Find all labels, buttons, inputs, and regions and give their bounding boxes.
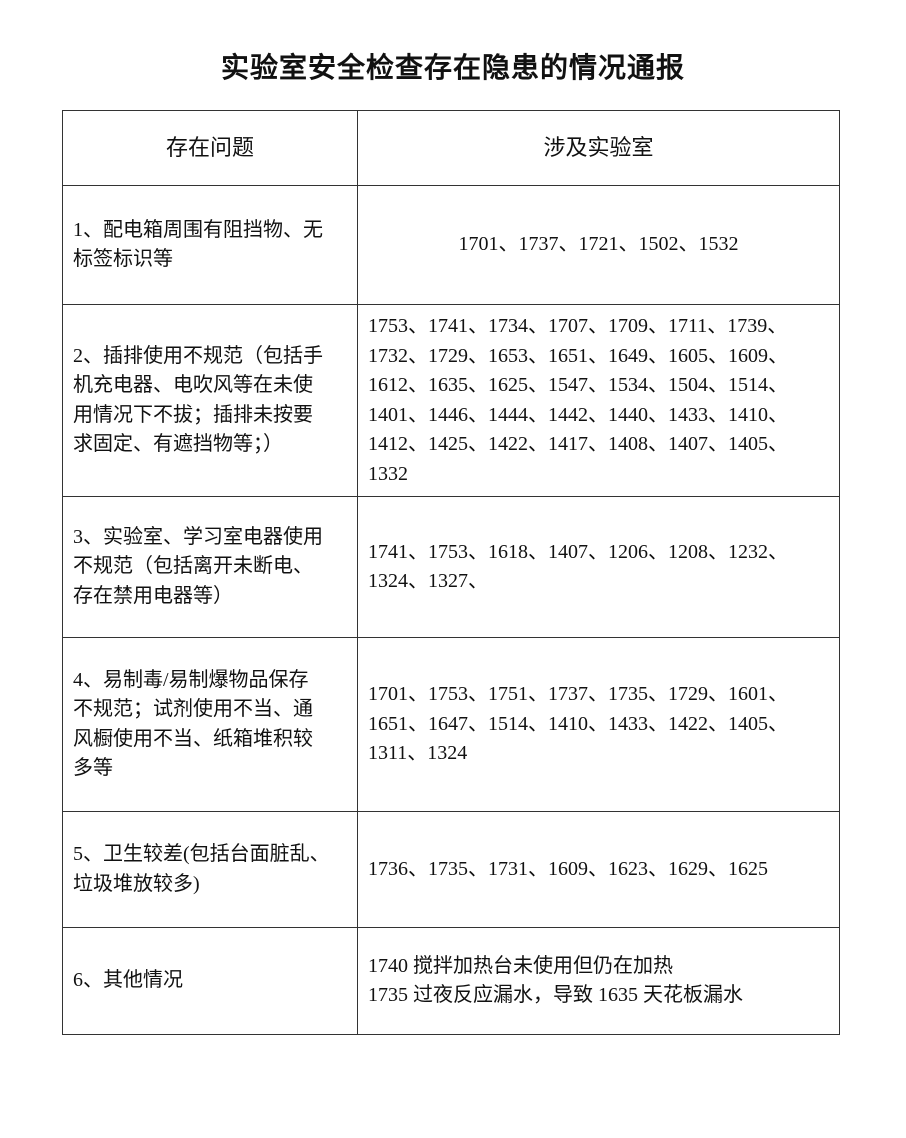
issue-text: 用情况下不拔；插排未按要 [73, 403, 313, 426]
labs-text: 1736、1735、1731、1609、1623、1629、1625 [368, 857, 768, 880]
labs-cell: 1753、1741、1734、1707、1709、1711、1739、 1732、… [357, 304, 840, 497]
table-row: 1、配电箱周围有阻挡物、无 标签标识等 1701、1737、1721、1502、15… [62, 185, 840, 305]
table-row: 5、卫生较差(包括台面脏乱、 垃圾堆放较多) 1736、1735、1731、1609… [62, 811, 840, 928]
table-row: 6、其他情况 1740 搅拌加热台未使用但仍在加热 1735 过夜反应漏水，导致 1… [62, 927, 840, 1035]
issue-text: 2、插排使用不规范（包括手 [73, 344, 323, 367]
issue-text: 不规范（包括离开未断电、 [73, 555, 313, 578]
labs-cell: 1740 搅拌加热台未使用但仍在加热 1735 过夜反应漏水，导致 1635 天花… [357, 927, 840, 1035]
labs-cell: 1736、1735、1731、1609、1623、1629、1625 [357, 811, 840, 928]
labs-text: 1324、1327、 [368, 570, 488, 592]
hazard-table: 存在问题 涉及实验室 1、配电箱周围有阻挡物、无 标签标识等 1701、1737、1… [62, 110, 840, 1035]
issue-cell: 1、配电箱周围有阻挡物、无 标签标识等 [62, 185, 358, 305]
labs-text: 1741、1753、1618、1407、1206、1208、1232、 [368, 540, 788, 563]
issue-text: 4、易制毒/易制爆物品保存 [73, 668, 309, 691]
issue-cell: 4、易制毒/易制爆物品保存 不规范；试剂使用不当、通 风橱使用不当、纸箱堆积较 多等 [62, 637, 358, 812]
table-row: 4、易制毒/易制爆物品保存 不规范；试剂使用不当、通 风橱使用不当、纸箱堆积较 多等 1… [62, 637, 840, 812]
issue-text: 5、卫生较差(包括台面脏乱、 [73, 843, 330, 865]
labs-text: 1612、1635、1625、1547、1534、1504、1514、 [368, 374, 788, 396]
labs-cell: 1701、1753、1751、1737、1735、1729、1601、 1651、… [357, 637, 840, 812]
issue-text: 1、配电箱周围有阻挡物、无 [73, 218, 323, 241]
issue-cell: 5、卫生较差(包括台面脏乱、 垃圾堆放较多) [62, 811, 358, 928]
labs-text: 1412、1425、1422、1417、1408、1407、1405、 [368, 433, 788, 455]
issue-text: 风橱使用不当、纸箱堆积较 [73, 727, 313, 750]
issue-cell: 2、插排使用不规范（包括手 机充电器、电吹风等在未使 用情况下不拔；插排未按要 求固定… [62, 304, 358, 497]
page-title: 实验室安全检查存在隐患的情况通报 [220, 51, 685, 84]
table-row: 3、实验室、学习室电器使用 不规范（包括离开未断电、 存在禁用电器等） 1741、17… [62, 496, 840, 638]
issue-text: 6、其他情况 [73, 969, 183, 992]
labs-text: 1753、1741、1734、1707、1709、1711、1739、 [368, 315, 788, 337]
labs-text: 1651、1647、1514、1410、1433、1422、1405、 [368, 712, 788, 735]
issue-text: 3、实验室、学习室电器使用 [73, 525, 323, 548]
issue-text: 多等 [73, 757, 113, 779]
issue-cell: 6、其他情况 [62, 927, 358, 1035]
labs-text: 1735 过夜反应漏水，导致 1635 天花板漏水 [368, 984, 743, 1006]
header-issue: 存在问题 [62, 110, 358, 186]
issue-text: 垃圾堆放较多) [73, 872, 200, 895]
table-header-row: 存在问题 涉及实验室 [62, 110, 840, 186]
labs-text: 1701、1737、1721、1502、1532 [458, 233, 739, 256]
issue-text: 机充电器、电吹风等在未使 [73, 374, 313, 396]
issue-text: 不规范；试剂使用不当、通 [73, 698, 313, 720]
table-row: 2、插排使用不规范（包括手 机充电器、电吹风等在未使 用情况下不拔；插排未按要 求固定… [62, 304, 840, 497]
issue-text: 标签标识等 [73, 248, 173, 270]
issue-cell: 3、实验室、学习室电器使用 不规范（包括离开未断电、 存在禁用电器等） [62, 496, 358, 638]
labs-cell: 1701、1737、1721、1502、1532 [357, 185, 840, 305]
labs-text: 1401、1446、1444、1442、1440、1433、1410、 [368, 403, 788, 426]
labs-cell: 1741、1753、1618、1407、1206、1208、1232、 1324、… [357, 496, 840, 638]
labs-text: 1332 [368, 462, 408, 485]
labs-text: 1311、1324 [368, 742, 468, 765]
issue-text: 求固定、有遮挡物等；） [73, 433, 283, 455]
header-labs: 涉及实验室 [357, 110, 840, 186]
labs-text: 1732、1729、1653、1651、1649、1605、1609、 [368, 344, 788, 367]
labs-text: 1740 搅拌加热台未使用但仍在加热 [368, 954, 673, 977]
labs-text: 1701、1753、1751、1737、1735、1729、1601、 [368, 683, 788, 706]
issue-text: 存在禁用电器等） [73, 584, 233, 607]
